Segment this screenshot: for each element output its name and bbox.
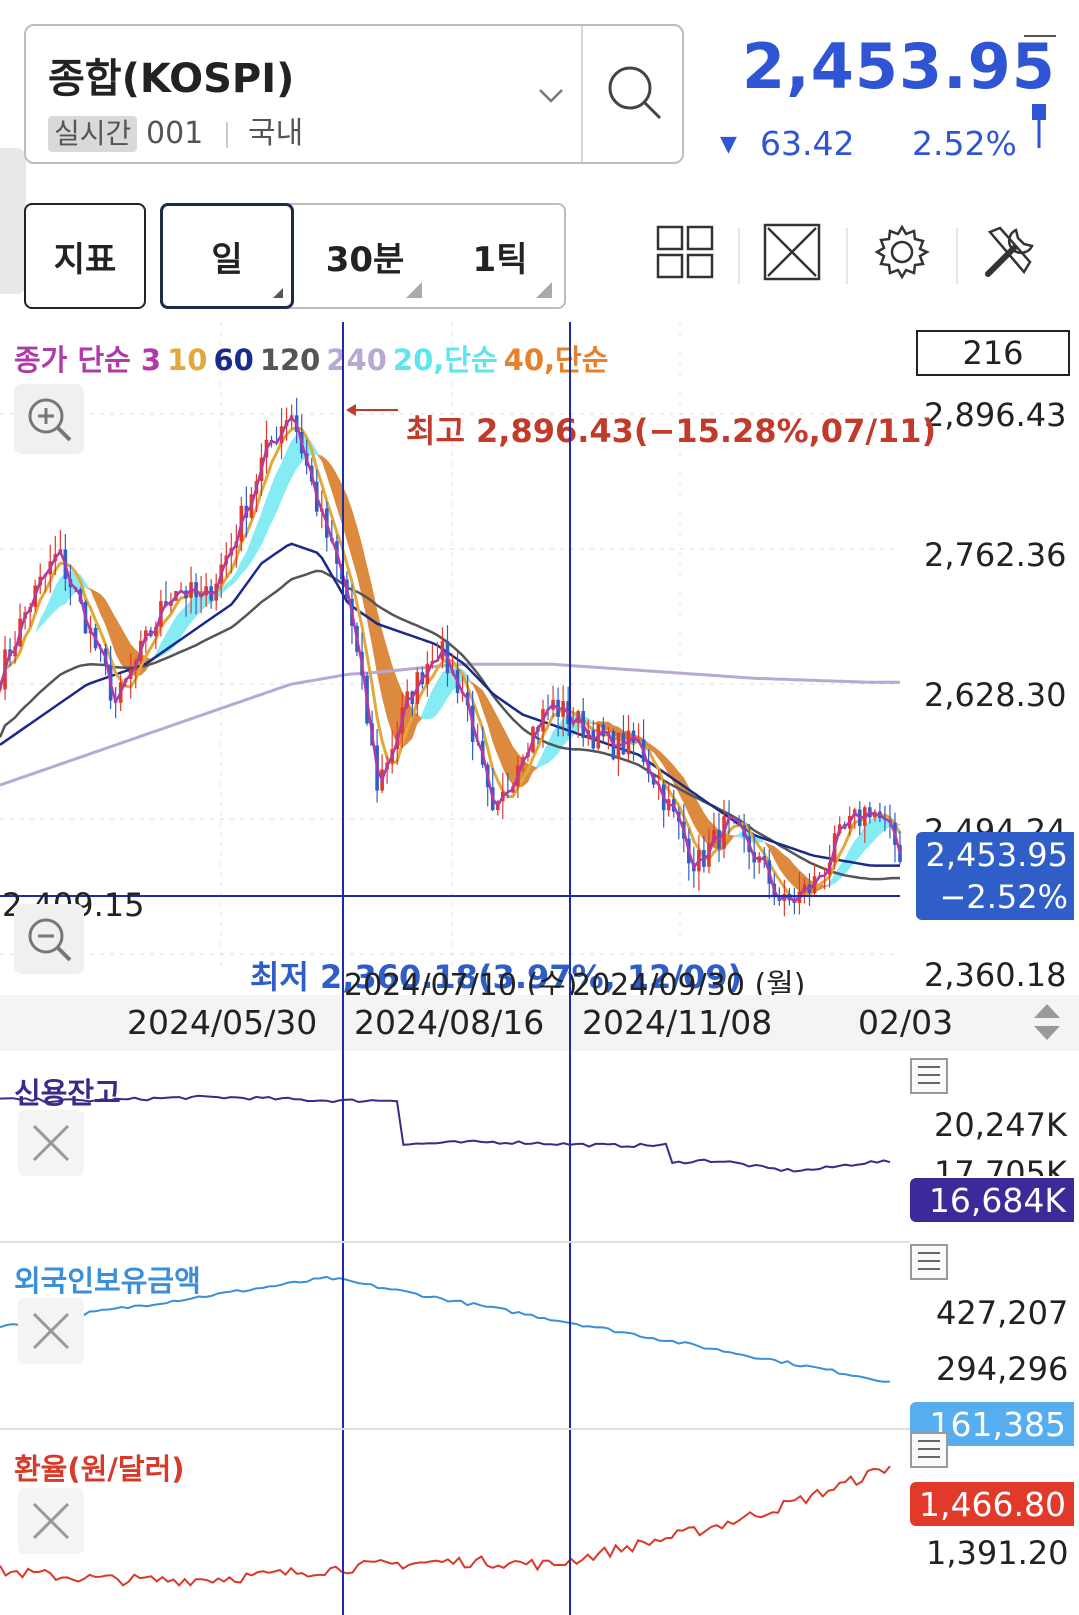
market-label: 국내: [248, 116, 304, 151]
symbol-name: 종합(KOSPI): [48, 56, 295, 102]
price-flag-icon[interactable]: [1020, 30, 1060, 150]
legend-item: 10: [167, 343, 208, 377]
legend-item: 40,단순: [503, 343, 609, 377]
divider: [738, 228, 740, 284]
legend-item: 240: [326, 343, 387, 377]
panel-divider: [0, 1428, 910, 1430]
period-1tick-label: 1틱: [472, 239, 528, 280]
legend-item: 20,단순: [392, 343, 498, 377]
period-1tick-button[interactable]: 1틱: [440, 206, 560, 306]
foreign-label-mid: 294,296: [936, 1350, 1069, 1388]
panel-title-foreign: 외국인보유금액: [14, 1264, 201, 1298]
current-price-tag: 2,453.95 −2.52%: [916, 832, 1074, 920]
fx-current-tag: 1,466.80: [910, 1482, 1074, 1526]
x-label: 02/03: [858, 1003, 954, 1042]
settings-gear-icon[interactable]: [872, 222, 932, 282]
panel-menu-icon[interactable]: [910, 1244, 948, 1280]
credit-line: [0, 1094, 891, 1173]
zoom-in-icon[interactable]: [14, 384, 84, 454]
close-icon[interactable]: [18, 1298, 84, 1364]
ma120-line: [0, 569, 901, 881]
panel-menu-icon[interactable]: [910, 1432, 948, 1468]
fx-label: 1,391.20: [926, 1534, 1069, 1572]
legend-item: 120: [259, 343, 321, 377]
y-label: 2,360.18: [924, 956, 1067, 994]
current-pct-tag-value: −2.52%: [939, 878, 1068, 916]
foreign-current-tag: 161,385: [910, 1402, 1074, 1446]
count-box: 216: [916, 330, 1070, 376]
chart-legend: 종가 단순 3 10 60 120 240 20,단순 40,단순: [14, 337, 614, 379]
x-axis-scroll-icon[interactable]: [1030, 1000, 1064, 1044]
credit-label-top: 20,247K: [934, 1106, 1067, 1144]
y-label: 2,762.36: [924, 536, 1067, 574]
zoom-out-icon[interactable]: [14, 904, 84, 974]
x-label: 2024/11/08: [582, 1003, 773, 1042]
corner-indicator: [406, 282, 422, 298]
grid-layout-icon[interactable]: [655, 222, 715, 282]
current-price: 2,453.95: [742, 30, 1056, 103]
fullscreen-icon[interactable]: [762, 222, 822, 282]
down-arrow-icon: ▼: [720, 132, 737, 157]
side-drawer-handle[interactable]: [0, 148, 26, 294]
candle-body: [0, 689, 2, 691]
legend-item: 종가 단순 3: [14, 343, 162, 377]
credit-current-tag: 16,684K: [910, 1178, 1074, 1222]
period-day-label: 일: [211, 239, 243, 280]
indicator-button[interactable]: 지표: [24, 203, 146, 309]
change-value: 63.42: [760, 124, 855, 163]
y-label: 2,628.30: [924, 676, 1067, 714]
period-30min-label: 30분: [325, 239, 405, 280]
symbol-code: 001: [146, 116, 204, 151]
candle-body: [898, 844, 902, 862]
x-label: 2024/05/30: [127, 1003, 318, 1042]
ma3-line: [0, 415, 902, 904]
period-30min-button[interactable]: 30분: [300, 206, 430, 306]
panel-title-fx: 환율(원/달러): [14, 1452, 185, 1486]
divider: [226, 122, 228, 148]
x-label: 2024/08/16: [354, 1003, 545, 1042]
ma10-line: [0, 425, 902, 901]
y-label: 2,896.43: [924, 396, 1067, 434]
legend-item: 60: [213, 343, 254, 377]
foreign-line: [0, 1275, 891, 1383]
x-axis[interactable]: [0, 995, 1079, 1051]
high-arrow-head: [346, 404, 356, 416]
change-percent: 2.52%: [912, 124, 1017, 163]
chevron-down-icon[interactable]: [536, 86, 566, 106]
current-price-tag-value: 2,453.95: [925, 836, 1069, 874]
tools-icon[interactable]: [980, 222, 1040, 282]
panel-title-credit: 신용잔고: [14, 1076, 121, 1110]
ma60-line: [0, 542, 900, 867]
foreign-label-top: 427,207: [936, 1294, 1069, 1332]
realtime-badge: 실시간: [48, 116, 138, 152]
low-annotation: 최저 2,360.18(3.97%, 12/09): [250, 958, 743, 996]
close-icon[interactable]: [18, 1488, 84, 1554]
panel-divider: [0, 1241, 910, 1243]
symbol-selector[interactable]: 종합(KOSPI) 실시간 001 국내: [24, 24, 684, 164]
panel-menu-icon[interactable]: [910, 1058, 948, 1094]
search-icon[interactable]: [586, 26, 682, 162]
divider: [956, 228, 958, 284]
price-chart[interactable]: [0, 322, 1079, 987]
credit-label-mid: 17,705K: [934, 1154, 1067, 1176]
divider: [846, 228, 848, 284]
close-icon[interactable]: [18, 1110, 84, 1176]
indicator-panels[interactable]: [0, 1051, 1079, 1615]
period-day-button[interactable]: 일: [160, 203, 294, 309]
high-annotation: 최고 2,896.43(−15.28%,07/11): [406, 412, 937, 450]
divider: [581, 26, 583, 162]
fx-line: [0, 1465, 891, 1587]
corner-indicator: [273, 288, 283, 298]
corner-indicator: [536, 282, 552, 298]
